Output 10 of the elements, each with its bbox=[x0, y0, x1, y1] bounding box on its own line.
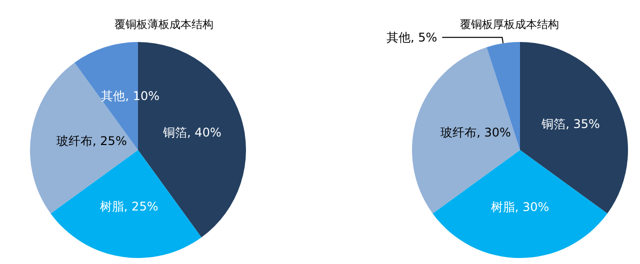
slice-label: 玻纤布, 25% bbox=[56, 134, 127, 148]
slice-label: 树脂, 25% bbox=[100, 199, 158, 214]
slice-label: 铜箔, 35% bbox=[540, 117, 600, 132]
slice-label: 其他, 10% bbox=[101, 88, 160, 103]
slice-label: 其他, 5% bbox=[386, 30, 438, 44]
chart-title: 覆铜板薄板成本结构 bbox=[114, 18, 214, 31]
slice-label: 铜箔, 40% bbox=[162, 125, 222, 140]
slice-label: 玻纤布, 30% bbox=[440, 125, 511, 140]
chart-title: 覆铜板厚板成本结构 bbox=[460, 18, 559, 31]
slice-label: 树脂, 30% bbox=[490, 200, 550, 214]
